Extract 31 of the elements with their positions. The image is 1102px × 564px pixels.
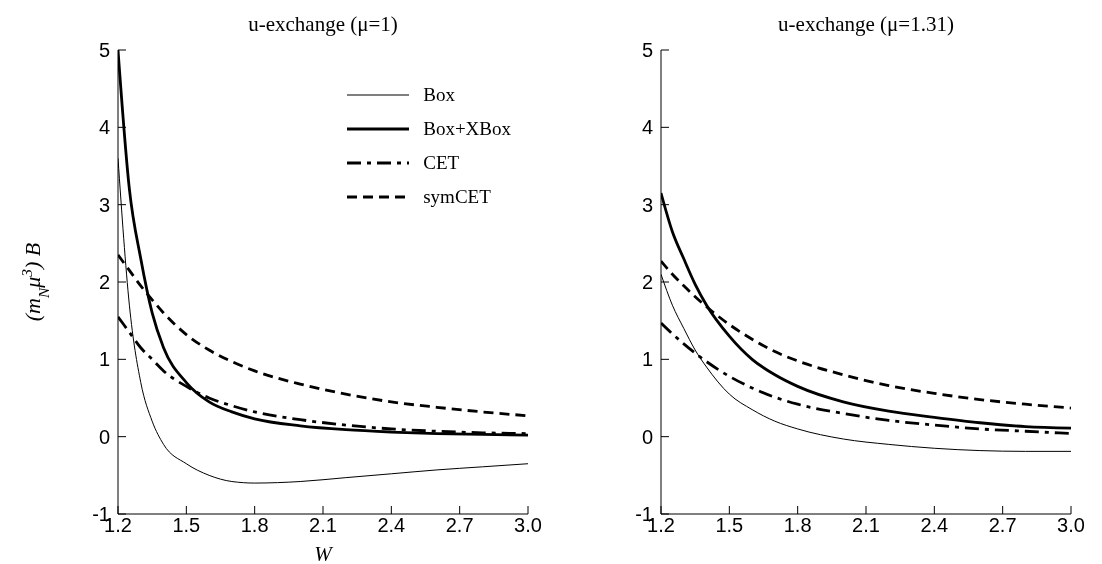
- y-tick-label: 5: [641, 39, 653, 62]
- y-tick-label: 3: [641, 193, 653, 216]
- y-tick-label: 2: [98, 271, 110, 294]
- y-tick-label: 1: [98, 348, 110, 371]
- x-tick-label: 2.1: [852, 514, 880, 537]
- x-tick-label: 2.4: [377, 514, 406, 537]
- y-tick-label: 4: [641, 116, 653, 139]
- y-tick-label: 2: [641, 271, 653, 294]
- chart-title: u-exchange (μ=1.31): [777, 12, 955, 37]
- y-tick-label: 5: [98, 39, 110, 62]
- legend-label: Box+XBox: [423, 118, 511, 140]
- legend-label: CET: [423, 152, 460, 174]
- y-tick-label: 0: [641, 425, 653, 448]
- x-tick-label: 2.7: [445, 514, 474, 537]
- legend-label: Box: [423, 84, 455, 106]
- x-tick-label: 1.8: [240, 514, 269, 537]
- x-axis-title: W: [313, 542, 334, 564]
- legend-label: symCET: [423, 186, 491, 208]
- x-tick-label: 2.1: [309, 514, 337, 537]
- x-tick-label: 3.0: [514, 514, 542, 537]
- x-tick-label: 2.4: [920, 514, 949, 537]
- x-tick-label: 3.0: [1057, 514, 1085, 537]
- y-tick-label: 0: [98, 425, 110, 448]
- x-tick-label: 1.8: [783, 514, 812, 537]
- chart-title: u-exchange (μ=1): [247, 12, 399, 37]
- y-tick-label: 3: [98, 193, 110, 216]
- x-tick-label: 1.5: [715, 514, 744, 537]
- y-tick-label: 1: [641, 348, 653, 371]
- x-tick-label: 1.5: [172, 514, 201, 537]
- x-tick-label: 2.7: [988, 514, 1017, 537]
- y-tick-label: 4: [98, 116, 110, 139]
